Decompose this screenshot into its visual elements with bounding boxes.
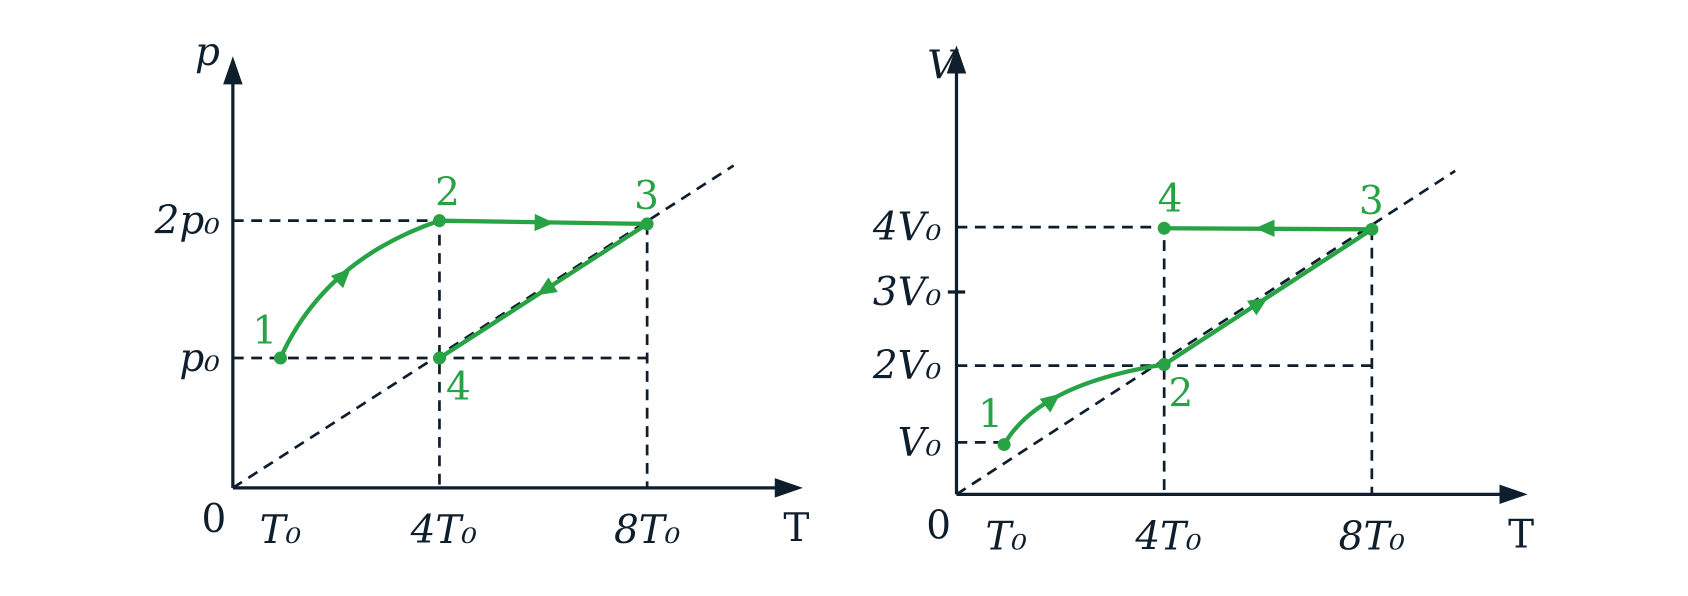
x-tick-label: 4T₀	[1134, 514, 1202, 559]
point-label: 1	[978, 392, 1003, 437]
direction-arrow	[1246, 297, 1269, 316]
process-1-2	[278, 218, 441, 359]
state-point	[432, 351, 446, 365]
x-arrow	[1499, 484, 1528, 505]
direction-arrow	[330, 268, 351, 289]
direction-arrow	[536, 277, 558, 296]
state-point	[640, 217, 654, 231]
state-point	[432, 214, 446, 228]
state-point	[1157, 358, 1171, 372]
y-arrow	[946, 45, 967, 74]
state-point	[273, 351, 287, 365]
y-tick-label: 2p₀	[154, 199, 221, 244]
y-tick-label: V₀	[898, 420, 942, 465]
x-axis-label: T	[1508, 512, 1534, 557]
reference-line	[955, 169, 1456, 496]
y-axis-label: p	[195, 30, 220, 75]
point-label: 4	[1158, 177, 1183, 222]
process-1-2	[1002, 362, 1165, 446]
origin-label: 0	[201, 497, 226, 542]
process-2-3	[1162, 227, 1374, 367]
y-tick-label: p₀	[179, 336, 220, 381]
y-axis-label: V	[927, 43, 959, 88]
x-arrow	[774, 478, 803, 498]
y-tick-label: 3V₀	[873, 270, 942, 315]
axes	[954, 67, 1506, 496]
y-tick-label: 4V₀	[872, 205, 942, 250]
state-point	[997, 438, 1011, 452]
p-t-diagram: p 0 T T₀ 4T₀ 8T₀ p₀ 2p₀ 1 2 3 4	[154, 30, 810, 553]
point-label: 3	[1359, 179, 1384, 224]
state-point	[1365, 222, 1379, 236]
x-tick-label: 4T₀	[410, 508, 478, 553]
point-label: 2	[435, 171, 460, 216]
reference-line	[232, 164, 735, 489]
point-label: 3	[634, 174, 659, 219]
state-point	[1157, 221, 1171, 235]
v-t-diagram: V 0 T T₀ 4T₀ 8T₀ V₀ 2V₀ 3V₀ 4V₀ 1 2 3 4	[872, 43, 1534, 560]
x-tick-label: T₀	[260, 508, 302, 553]
point-label: 1	[252, 309, 277, 354]
direction-arrow	[534, 213, 555, 232]
point-label: 4	[446, 365, 471, 410]
x-tick-label: 8T₀	[1339, 514, 1406, 559]
x-tick-label: T₀	[985, 514, 1027, 559]
direction-arrow	[1039, 393, 1061, 413]
direction-arrow	[1255, 219, 1275, 237]
origin-label: 0	[926, 504, 951, 549]
point-label: 2	[1169, 372, 1194, 417]
y-tick-label: 2V₀	[872, 344, 942, 389]
y-arrow	[223, 56, 243, 85]
x-axis-label: T	[783, 506, 809, 551]
axes	[231, 77, 782, 490]
x-tick-label: 8T₀	[614, 508, 681, 553]
